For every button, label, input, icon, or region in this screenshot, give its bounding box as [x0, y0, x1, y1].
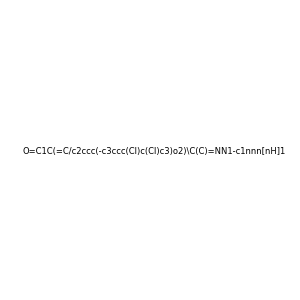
Text: O=C1C(=C/c2ccc(-c3ccc(Cl)c(Cl)c3)o2)\C(C)=NN1-c1nnn[nH]1: O=C1C(=C/c2ccc(-c3ccc(Cl)c(Cl)c3)o2)\C(C… — [22, 147, 285, 156]
